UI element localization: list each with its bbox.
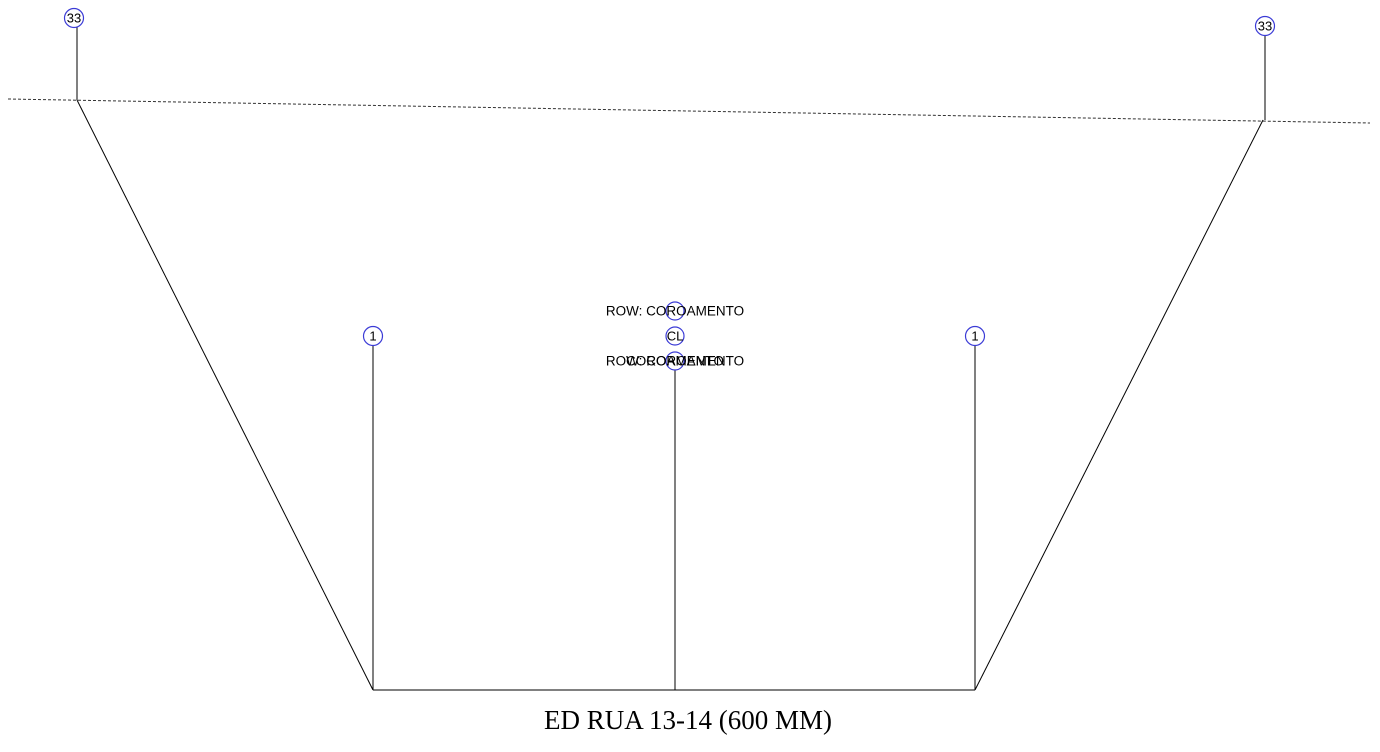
marker-top-left-circle xyxy=(63,7,85,29)
row-coroamento-label-overlap-a: ROW: COROAMENTO xyxy=(606,354,744,369)
marker-inner-right-circle xyxy=(964,325,986,347)
marker-inner-right-label: 1 xyxy=(971,329,978,344)
center-marker-top-circle xyxy=(665,301,685,321)
marker-top-right-label: 33 xyxy=(1258,19,1272,34)
marker-top-left: 33 xyxy=(63,7,85,29)
section-caption: ED RUA 13-14 (600 MM) xyxy=(544,705,832,735)
marker-inner-left-circle xyxy=(362,325,384,347)
right-slope-line xyxy=(974,119,1264,691)
left-slope-line xyxy=(76,99,374,691)
center-marker-bottom-circle xyxy=(665,351,685,371)
row-coroamento-label-top: ROW: COROAMENTO xyxy=(606,304,744,319)
marker-inner-left-label: 1 xyxy=(369,329,376,344)
centerline-label: CL xyxy=(667,329,684,344)
center-marker-stack: ROW: COROAMENTO CL ROW: COROAMENTO COROA… xyxy=(606,301,744,371)
marker-top-right: 33 xyxy=(1254,15,1276,37)
marker-inner-right: 1 xyxy=(964,325,986,347)
existing-ground-line xyxy=(7,98,1371,124)
center-marker-mid-circle xyxy=(665,326,685,346)
marker-inner-left: 1 xyxy=(362,325,384,347)
marker-top-right-circle xyxy=(1254,15,1276,37)
marker-top-left-label: 33 xyxy=(67,11,81,26)
row-coroamento-label-overlap-b: COROAMENTO xyxy=(626,354,724,369)
